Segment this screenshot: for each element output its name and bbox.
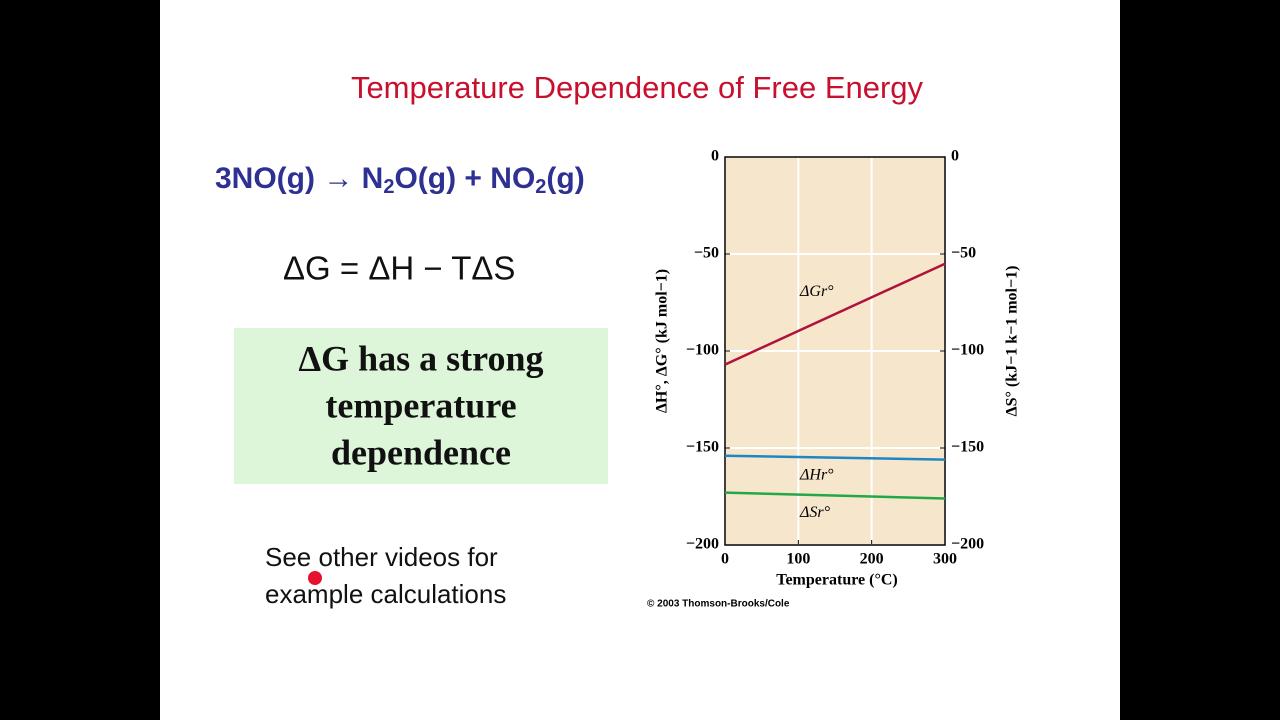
series-label: ΔSr° <box>799 504 831 521</box>
equation: ΔG = ΔH − TΔS <box>283 250 515 287</box>
cursor <box>308 571 322 585</box>
y2-axis-label: ΔS° (kJ−1 k−1 mol−1) <box>1004 266 1021 417</box>
callout-line: ΔG has a strong <box>299 338 544 378</box>
y-tick-label: −150 <box>686 439 719 456</box>
y2-tick-label: 0 <box>951 148 959 165</box>
line-series <box>724 454 946 461</box>
callout-line: temperature <box>325 385 516 425</box>
series-label: ΔHr° <box>799 466 834 483</box>
reaction: 3NO(g) → N2O(g) + NO2(g) <box>215 162 585 198</box>
y-tick-label: −50 <box>694 245 719 262</box>
x-tick-label: 0 <box>721 551 729 568</box>
plot-frame <box>724 156 946 546</box>
callout-box <box>234 328 608 484</box>
reaction-subscript: 2 <box>383 176 394 198</box>
reaction-part: 3NO(g) → N <box>215 162 383 195</box>
series-label: ΔGr° <box>799 283 834 300</box>
line-series <box>724 491 946 500</box>
x-tick-label: 100 <box>786 551 810 568</box>
note-line: example calculations <box>265 579 506 609</box>
x-tick-label: 300 <box>933 551 957 568</box>
y-tick-label: −100 <box>686 342 719 359</box>
note-line: See other videos for <box>265 542 498 572</box>
reaction-subscript: 2 <box>535 176 546 198</box>
callout-line: dependence <box>331 432 511 472</box>
y-tick-label: −200 <box>686 536 719 553</box>
y2-tick-label: −100 <box>951 342 984 359</box>
y-tick-label: 0 <box>711 148 719 165</box>
x-tick-label: 200 <box>860 551 884 568</box>
y-axis-label: ΔH°, ΔG° (kJ mol−1) <box>654 269 671 413</box>
chart: 0 100 200 300−200−150−100−500−200−150−100−5… <box>647 148 1021 610</box>
y2-tick-label: −200 <box>951 536 984 553</box>
reaction-part: O(g) + NO <box>394 162 535 195</box>
slide-title: Temperature Dependence of Free Energy <box>351 70 924 105</box>
line-series <box>724 262 946 366</box>
reaction-part: (g) <box>546 162 584 195</box>
x-axis-label: Temperature (°C) <box>776 572 897 589</box>
y2-tick-label: −50 <box>951 245 976 262</box>
credit: © 2003 Thomson-Brooks/Cole <box>647 599 790 610</box>
y2-tick-label: −150 <box>951 439 984 456</box>
